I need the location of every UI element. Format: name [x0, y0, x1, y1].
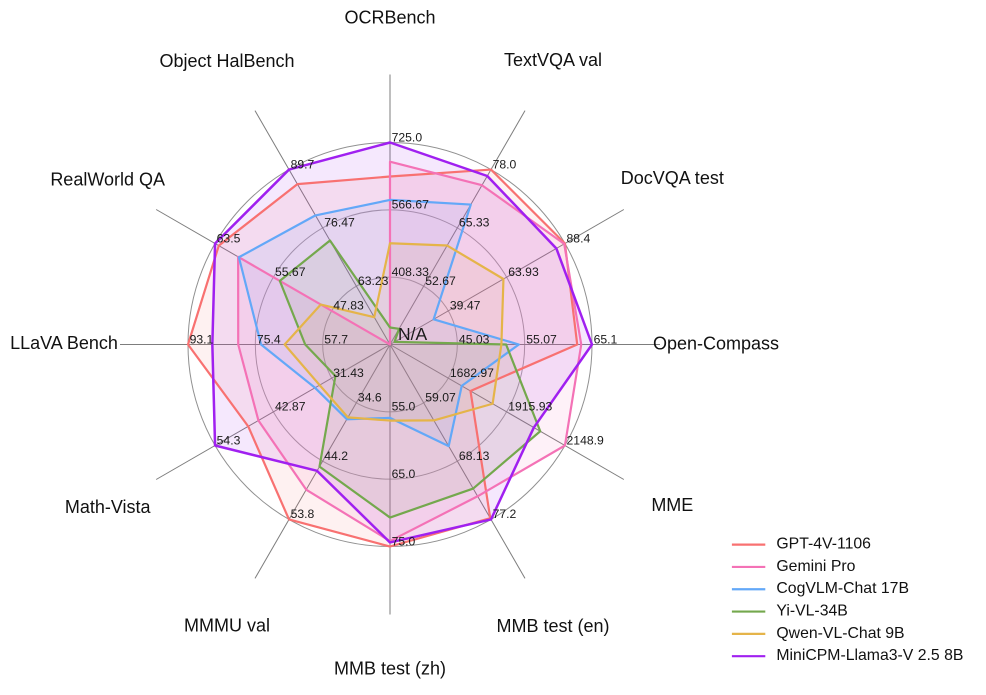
svg-text:57.7: 57.7	[324, 332, 348, 346]
svg-text:2148.9: 2148.9	[567, 433, 604, 447]
svg-text:65.1: 65.1	[594, 332, 618, 346]
svg-text:MME: MME	[651, 495, 693, 515]
svg-text:Math-Vista: Math-Vista	[65, 497, 152, 517]
svg-text:55.67: 55.67	[275, 265, 306, 279]
svg-text:93.1: 93.1	[190, 332, 214, 346]
svg-text:RealWorld QA: RealWorld QA	[50, 170, 165, 190]
svg-text:408.33: 408.33	[392, 265, 429, 279]
svg-text:MMMU val: MMMU val	[184, 616, 270, 636]
svg-text:75.0: 75.0	[392, 534, 416, 548]
svg-text:MiniCPM-Llama3-V 2.5 8B: MiniCPM-Llama3-V 2.5 8B	[776, 647, 963, 664]
svg-text:Yi-VL-34B: Yi-VL-34B	[776, 602, 847, 619]
svg-text:MMB test (zh): MMB test (zh)	[334, 658, 446, 678]
svg-text:76.47: 76.47	[324, 216, 355, 230]
svg-text:53.8: 53.8	[291, 507, 315, 521]
svg-text:54.3: 54.3	[217, 433, 241, 447]
svg-text:LLaVA Bench: LLaVA Bench	[10, 333, 118, 353]
svg-text:MMB test (en): MMB test (en)	[496, 616, 609, 636]
svg-text:OCRBench: OCRBench	[344, 8, 435, 28]
svg-text:N/A: N/A	[398, 324, 428, 344]
svg-text:63.23: 63.23	[358, 274, 389, 288]
svg-text:78.0: 78.0	[493, 157, 517, 171]
svg-text:Gemini Pro: Gemini Pro	[776, 558, 855, 575]
svg-text:34.6: 34.6	[358, 391, 382, 405]
svg-text:CogVLM-Chat 17B: CogVLM-Chat 17B	[776, 580, 909, 597]
svg-text:65.0: 65.0	[392, 467, 416, 481]
svg-text:63.93: 63.93	[508, 265, 539, 279]
svg-text:Open-Compass: Open-Compass	[653, 334, 779, 354]
svg-text:DocVQA test: DocVQA test	[621, 168, 724, 188]
svg-text:88.4: 88.4	[567, 231, 591, 245]
svg-text:55.07: 55.07	[526, 332, 557, 346]
svg-text:47.83: 47.83	[333, 299, 364, 313]
svg-text:89.7: 89.7	[291, 157, 315, 171]
svg-text:TextVQA val: TextVQA val	[504, 50, 602, 70]
svg-text:45.03: 45.03	[459, 332, 490, 346]
svg-text:1682.97: 1682.97	[450, 366, 494, 380]
svg-text:566.67: 566.67	[392, 198, 429, 212]
svg-text:44.2: 44.2	[324, 449, 348, 463]
svg-text:31.43: 31.43	[333, 366, 364, 380]
svg-text:52.67: 52.67	[425, 274, 456, 288]
svg-text:77.2: 77.2	[493, 507, 517, 521]
svg-text:GPT-4V-1106: GPT-4V-1106	[776, 536, 871, 553]
svg-text:75.4: 75.4	[257, 332, 281, 346]
svg-text:Object HalBench: Object HalBench	[159, 51, 294, 71]
svg-text:55.0: 55.0	[392, 400, 416, 414]
svg-text:39.47: 39.47	[450, 299, 481, 313]
svg-text:65.33: 65.33	[459, 216, 490, 230]
svg-text:59.07: 59.07	[425, 391, 456, 405]
svg-text:Qwen-VL-Chat 9B: Qwen-VL-Chat 9B	[776, 625, 904, 642]
svg-text:63.5: 63.5	[217, 231, 241, 245]
svg-text:1915.93: 1915.93	[508, 400, 552, 414]
svg-text:725.0: 725.0	[392, 130, 423, 144]
svg-text:68.13: 68.13	[459, 449, 490, 463]
svg-text:42.87: 42.87	[275, 400, 306, 414]
